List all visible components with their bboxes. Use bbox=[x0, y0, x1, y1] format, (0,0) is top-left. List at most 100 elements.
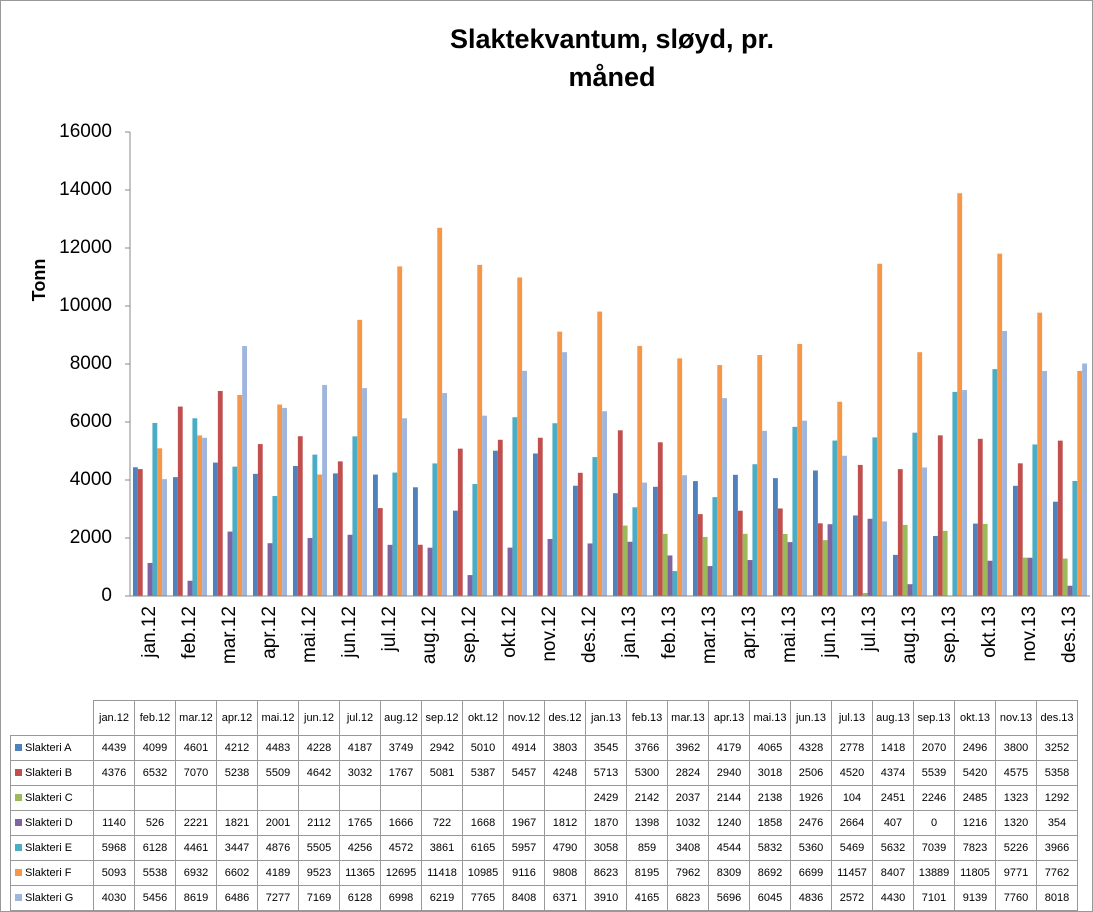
bar bbox=[937, 435, 943, 596]
table-cell: 7823 bbox=[954, 835, 996, 861]
y-tick-label: 16000 bbox=[59, 121, 112, 142]
y-axis-label: Tonn bbox=[29, 259, 49, 302]
table-cell bbox=[175, 785, 217, 811]
bar bbox=[1082, 363, 1087, 596]
table-cell: 6165 bbox=[462, 835, 504, 861]
table-cell: 5457 bbox=[503, 760, 545, 786]
bar bbox=[202, 437, 207, 596]
table-cell: 5226 bbox=[995, 835, 1037, 861]
table-header-cell: des.12 bbox=[544, 700, 586, 736]
table-cell: 1967 bbox=[503, 810, 545, 836]
table-cell: 2485 bbox=[954, 785, 996, 811]
table-cell: 526 bbox=[134, 810, 176, 836]
bar bbox=[912, 432, 918, 596]
table-header-cell: jul.13 bbox=[831, 700, 873, 736]
bar bbox=[942, 530, 948, 596]
x-tick-label: mai.12 bbox=[299, 606, 320, 663]
table-cell: 4575 bbox=[995, 760, 1037, 786]
table-cell: 6128 bbox=[339, 885, 381, 911]
table-header-cell: aug.13 bbox=[872, 700, 914, 736]
table-header-cell: jun.12 bbox=[298, 700, 340, 736]
bar bbox=[427, 547, 433, 596]
legend-entry: Slakteri C bbox=[10, 785, 94, 811]
bar bbox=[773, 478, 778, 596]
bar bbox=[667, 555, 673, 596]
bar bbox=[397, 266, 403, 596]
table-cell: 4876 bbox=[257, 835, 299, 861]
table-cell: 5968 bbox=[93, 835, 135, 861]
x-tick-label: aug.13 bbox=[899, 606, 920, 664]
table-header-cell: des.13 bbox=[1036, 700, 1078, 736]
table-cell: 1398 bbox=[626, 810, 668, 836]
table-cell: 4376 bbox=[93, 760, 135, 786]
bar bbox=[562, 352, 567, 596]
table-cell: 5539 bbox=[913, 760, 955, 786]
bar bbox=[1013, 485, 1018, 596]
table-corner bbox=[10, 700, 94, 736]
table-cell: 5469 bbox=[831, 835, 873, 861]
table-cell: 2138 bbox=[749, 785, 791, 811]
table-cell: 5832 bbox=[749, 835, 791, 861]
bar bbox=[792, 426, 798, 596]
bar bbox=[722, 398, 727, 596]
bar bbox=[592, 457, 598, 596]
table-cell: 5358 bbox=[1036, 760, 1078, 786]
bar bbox=[453, 510, 458, 596]
table-cell: 10985 bbox=[462, 860, 504, 886]
bar bbox=[1027, 557, 1033, 596]
legend-label: Slakteri C bbox=[25, 792, 73, 804]
bar bbox=[392, 472, 398, 596]
table-cell: 9139 bbox=[954, 885, 996, 911]
bar bbox=[537, 437, 543, 596]
table-cell: 4461 bbox=[175, 835, 217, 861]
table-cell: 1418 bbox=[872, 735, 914, 761]
table-cell: 4212 bbox=[216, 735, 258, 761]
bar bbox=[832, 440, 838, 596]
x-tick-label: mai.13 bbox=[779, 606, 800, 663]
table-cell: 4256 bbox=[339, 835, 381, 861]
table-cell: 3749 bbox=[380, 735, 422, 761]
bar bbox=[547, 538, 553, 596]
x-tick-label: okt.13 bbox=[979, 606, 1000, 658]
bar bbox=[482, 415, 487, 596]
bar bbox=[632, 507, 638, 596]
table-cell: 9523 bbox=[298, 860, 340, 886]
bar bbox=[973, 523, 978, 596]
table-cell: 1765 bbox=[339, 810, 381, 836]
table-cell: 5238 bbox=[216, 760, 258, 786]
legend-label: Slakteri B bbox=[25, 767, 73, 779]
table-cell: 722 bbox=[421, 810, 463, 836]
table-cell: 104 bbox=[831, 785, 873, 811]
x-tick-label: mar.13 bbox=[699, 606, 720, 664]
bar bbox=[432, 463, 438, 596]
bar bbox=[742, 533, 748, 596]
bar bbox=[333, 473, 338, 596]
bar bbox=[737, 510, 743, 596]
bar bbox=[147, 562, 153, 596]
bar bbox=[192, 418, 198, 596]
x-tick-label: feb.12 bbox=[179, 606, 200, 659]
bar bbox=[782, 533, 788, 596]
x-tick-label: jun.12 bbox=[339, 606, 360, 659]
data-table: jan.12 feb.12 mar.12 apr.12 mai.12 jun.12 jul.… bbox=[10, 700, 1078, 911]
bar bbox=[253, 473, 258, 596]
table-cell: 11365 bbox=[339, 860, 381, 886]
table-cell: 1320 bbox=[995, 810, 1037, 836]
table-cell: 1292 bbox=[1036, 785, 1078, 811]
table-cell: 2942 bbox=[421, 735, 463, 761]
legend-entry: Slakteri F bbox=[10, 860, 94, 886]
table-cell bbox=[544, 785, 586, 811]
legend-entry: Slakteri B bbox=[10, 760, 94, 786]
bar bbox=[587, 543, 593, 596]
bar bbox=[747, 560, 753, 596]
table-cell: 5632 bbox=[872, 835, 914, 861]
table-cell: 6699 bbox=[790, 860, 832, 886]
table-cell: 2144 bbox=[708, 785, 750, 811]
x-tick-label: jul.12 bbox=[379, 606, 400, 652]
table-cell: 4099 bbox=[134, 735, 176, 761]
table-cell: 1140 bbox=[93, 810, 135, 836]
table-header-cell: mai.12 bbox=[257, 700, 299, 736]
bar bbox=[293, 465, 298, 596]
y-tick-label: 4000 bbox=[70, 469, 112, 490]
